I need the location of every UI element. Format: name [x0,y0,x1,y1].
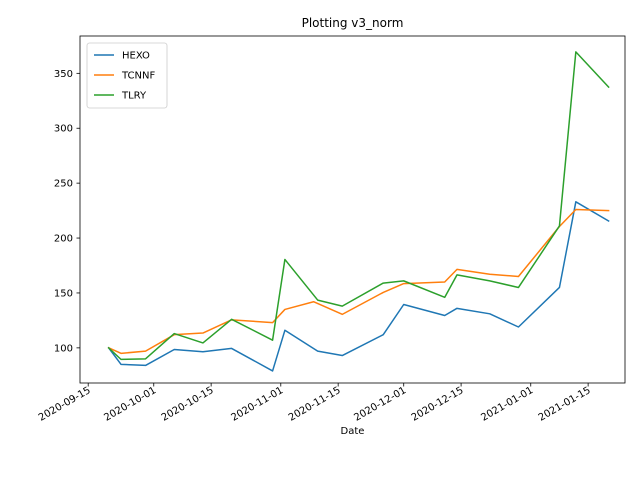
legend-label-tcnnf: TCNNF [121,71,155,82]
series-line-tlry [107,51,610,361]
legend-label-hexo: HEXO [122,51,150,62]
axes-frame [79,35,626,384]
legend-label-tlry: TLRY [121,91,147,102]
y-tick-label: 200 [54,234,73,245]
plot-area [107,51,610,372]
y-tick-label: 150 [54,288,73,299]
y-tick-label: 100 [54,343,73,354]
y-tick-label: 350 [54,69,73,80]
chart-title: Plotting v3_norm [302,16,404,30]
series-line-tcnnf [107,208,610,355]
series-line-hexo [107,201,610,372]
y-tick-label: 250 [54,179,73,190]
y-axis: 100 150 200 250 300 350 [54,69,80,354]
x-axis-label: Date [341,426,365,437]
legend-box [86,42,168,109]
legend: HEXO TCNNF TLRY [86,42,168,109]
y-tick-label: 300 [54,124,73,135]
